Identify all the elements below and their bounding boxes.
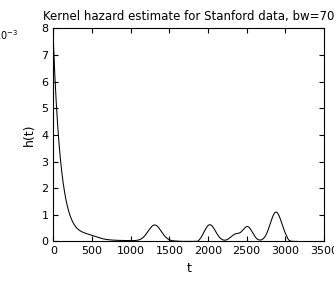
Title: Kernel hazard estimate for Stanford data, bw=70: Kernel hazard estimate for Stanford data… [43, 10, 334, 23]
Text: $\times10^{-3}$: $\times10^{-3}$ [0, 28, 18, 42]
X-axis label: t: t [186, 262, 191, 275]
Y-axis label: h(t): h(t) [23, 124, 36, 146]
